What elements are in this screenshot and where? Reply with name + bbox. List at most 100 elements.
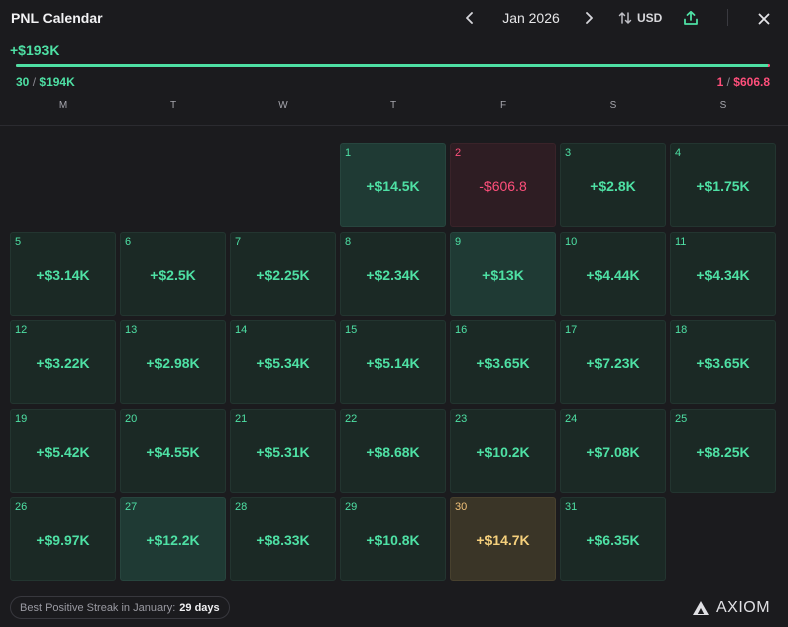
day-number: 2 [455, 147, 462, 159]
loss-summary: 1 / $606.8 [717, 75, 770, 89]
calendar-day-cell[interactable]: 22 +$8.68K [340, 409, 446, 493]
day-number: 27 [125, 501, 138, 513]
share-button[interactable] [681, 8, 701, 28]
day-number: 28 [235, 501, 248, 513]
calendar-day-cell[interactable]: 11 +$4.34K [670, 232, 776, 316]
day-number: 5 [15, 236, 22, 248]
calendar-day-cell[interactable]: 13 +$2.98K [120, 320, 226, 404]
calendar-day-cell[interactable]: 25 +$8.25K [670, 409, 776, 493]
calendar-day-cell[interactable]: 15 +$5.14K [340, 320, 446, 404]
day-number: 31 [565, 501, 578, 513]
calendar-day-cell[interactable]: 3 +$2.8K [560, 143, 666, 227]
day-pnl-value: +$2.34K [366, 267, 420, 283]
calendar-day-cell[interactable]: 10 +$4.44K [560, 232, 666, 316]
day-pnl-value: +$1.75K [696, 178, 750, 194]
weekday-label: M [58, 100, 68, 111]
calendar-day-cell[interactable]: 2 -$606.8 [450, 143, 556, 227]
calendar-day-cell[interactable]: 27 +$12.2K [120, 497, 226, 581]
day-number: 26 [15, 501, 28, 513]
win-separator: / [32, 75, 37, 89]
calendar-day-cell[interactable]: 18 +$3.65K [670, 320, 776, 404]
day-pnl-value: +$12.2K [146, 532, 200, 548]
calendar-day-cell[interactable]: 17 +$7.23K [560, 320, 666, 404]
previous-month-button[interactable] [462, 9, 478, 27]
brand-logo: AXIOM [692, 598, 770, 618]
calendar-day-cell[interactable]: 16 +$3.65K [450, 320, 556, 404]
day-number: 8 [345, 236, 352, 248]
day-pnl-value: +$14.7K [476, 532, 530, 548]
day-pnl-value: +$14.5K [366, 178, 420, 194]
sort-arrows-icon [618, 12, 632, 24]
day-number: 20 [125, 413, 138, 425]
win-loss-progress-bar [16, 64, 770, 67]
calendar-day-cell[interactable]: 28 +$8.33K [230, 497, 336, 581]
share-upload-icon [684, 10, 698, 25]
streak-badge: Best Positive Streak in January: 29 days [10, 596, 230, 619]
day-pnl-value: +$4.34K [696, 267, 750, 283]
calendar-day-cell[interactable]: 1 +$14.5K [340, 143, 446, 227]
day-pnl-value: +$5.42K [36, 444, 90, 460]
win-progress-fill [16, 64, 768, 67]
calendar-day-cell[interactable]: 21 +$5.31K [230, 409, 336, 493]
calendar-day-cell[interactable]: 26 +$9.97K [10, 497, 116, 581]
win-summary: 30 / $194K [16, 75, 75, 89]
header-separator-line [0, 125, 788, 126]
calendar-day-cell[interactable]: 20 +$4.55K [120, 409, 226, 493]
day-number: 13 [125, 324, 138, 336]
calendar-day-cell[interactable]: 9 +$13K [450, 232, 556, 316]
win-days-count: 30 [16, 75, 30, 89]
weekday-label: S [719, 100, 727, 111]
day-pnl-value: +$9.97K [36, 532, 90, 548]
total-pnl: +$193K [10, 42, 60, 58]
loss-days-count: 1 [716, 75, 724, 89]
day-number: 25 [675, 413, 688, 425]
weekday-label: T [169, 100, 177, 111]
calendar-day-cell[interactable]: 23 +$10.2K [450, 409, 556, 493]
calendar-day-cell[interactable]: 19 +$5.42K [10, 409, 116, 493]
calendar-day-cell[interactable]: 29 +$10.8K [340, 497, 446, 581]
axiom-logo-icon [693, 601, 709, 615]
day-pnl-value: +$8.33K [256, 532, 310, 548]
day-number: 1 [345, 147, 352, 159]
day-number: 12 [15, 324, 28, 336]
day-number: 23 [455, 413, 468, 425]
day-pnl-value: +$6.35K [586, 532, 640, 548]
calendar-day-cell[interactable]: 14 +$5.34K [230, 320, 336, 404]
currency-label: USD [637, 11, 663, 25]
day-number: 6 [125, 236, 132, 248]
calendar-day-cell[interactable]: 6 +$2.5K [120, 232, 226, 316]
day-number: 15 [345, 324, 358, 336]
calendar-day-cell[interactable]: 4 +$1.75K [670, 143, 776, 227]
loss-total: $606.8 [733, 75, 770, 89]
calendar-day-cell[interactable]: 5 +$3.14K [10, 232, 116, 316]
close-icon [758, 13, 770, 25]
day-pnl-value: +$5.31K [256, 444, 310, 460]
loss-separator: / [726, 75, 730, 89]
calendar-day-cell[interactable]: 7 +$2.25K [230, 232, 336, 316]
close-button[interactable] [754, 9, 774, 29]
day-number: 4 [675, 147, 682, 159]
day-pnl-value: -$606.8 [479, 178, 527, 194]
calendar-day-cell[interactable]: 24 +$7.08K [560, 409, 666, 493]
currency-toggle[interactable]: USD [618, 9, 662, 27]
day-number: 19 [15, 413, 28, 425]
day-pnl-value: +$2.98K [146, 355, 200, 371]
brand-name: AXIOM [716, 599, 771, 616]
day-number: 18 [675, 324, 688, 336]
calendar-day-cell[interactable]: 12 +$3.22K [10, 320, 116, 404]
calendar-day-cell[interactable]: 31 +$6.35K [560, 497, 666, 581]
calendar-day-cell[interactable]: 30 +$14.7K [450, 497, 556, 581]
day-pnl-value: +$10.2K [476, 444, 530, 460]
win-total: $194K [39, 75, 75, 89]
weekday-label: F [499, 100, 507, 111]
day-pnl-value: +$5.34K [256, 355, 310, 371]
calendar-day-cell[interactable]: 8 +$2.34K [340, 232, 446, 316]
day-number: 3 [565, 147, 572, 159]
day-pnl-value: +$2.8K [590, 178, 636, 194]
next-month-button[interactable] [581, 9, 597, 27]
page-title: PNL Calendar [11, 10, 103, 26]
day-number: 9 [455, 236, 462, 248]
day-pnl-value: +$3.14K [36, 267, 90, 283]
day-number: 11 [675, 236, 687, 248]
day-number: 17 [565, 324, 578, 336]
